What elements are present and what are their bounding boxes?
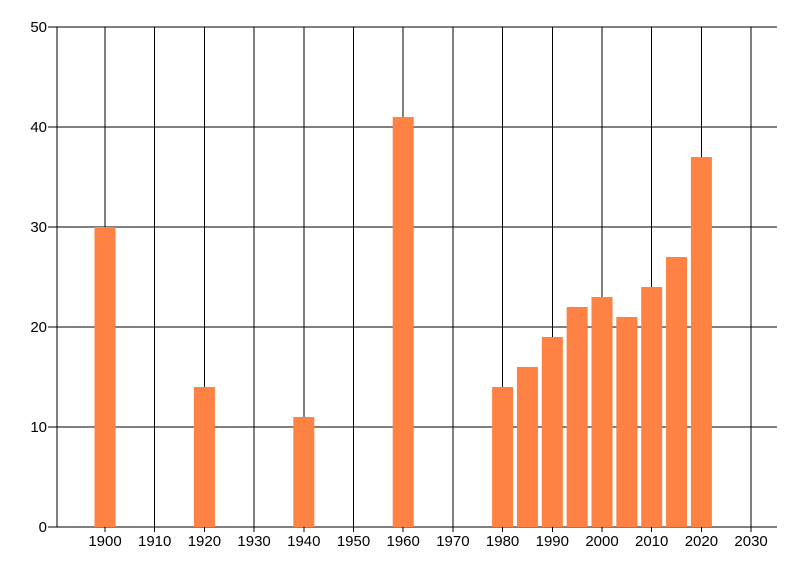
bar-1990 xyxy=(541,337,563,527)
bar-1900 xyxy=(94,227,116,527)
x-axis-tick-label-1920: 1920 xyxy=(188,533,221,550)
bar-1960 xyxy=(392,117,414,527)
bar-2000 xyxy=(591,297,613,527)
x-axis-tick-label-2010: 2010 xyxy=(635,533,668,550)
x-axis-tick-label-2020: 2020 xyxy=(685,533,718,550)
bar-1980 xyxy=(492,387,514,527)
x-axis-tick-label-1910: 1910 xyxy=(138,533,171,550)
y-axis-tick-label-0: 0 xyxy=(39,519,47,536)
y-axis-tick-label-40: 40 xyxy=(30,119,47,136)
bar-1985 xyxy=(516,367,538,527)
bar-2005 xyxy=(616,317,638,527)
x-axis-tick-label-1940: 1940 xyxy=(287,533,320,550)
x-axis-tick-label-1980: 1980 xyxy=(486,533,519,550)
x-axis-tick-label-1930: 1930 xyxy=(237,533,270,550)
x-axis-tick-label-2000: 2000 xyxy=(585,533,618,550)
y-axis-tick-label-30: 30 xyxy=(30,219,47,236)
x-axis-tick-label-1990: 1990 xyxy=(536,533,569,550)
bar-2020 xyxy=(690,157,712,527)
x-axis-tick-label-1970: 1970 xyxy=(436,533,469,550)
x-axis-tick-label-1900: 1900 xyxy=(88,533,121,550)
bar-2015 xyxy=(666,257,688,527)
x-axis-tick-label-1950: 1950 xyxy=(337,533,370,550)
x-axis-tick-label-1960: 1960 xyxy=(387,533,420,550)
y-axis-tick-label-10: 10 xyxy=(30,419,47,436)
bar-2010 xyxy=(641,287,663,527)
x-axis-tick-label-2030: 2030 xyxy=(734,533,767,550)
y-axis-tick-label-20: 20 xyxy=(30,319,47,336)
bar-1920 xyxy=(193,387,215,527)
y-axis-tick-label-50: 50 xyxy=(30,19,47,36)
bar-1940 xyxy=(293,417,315,527)
bar-1995 xyxy=(566,307,588,527)
